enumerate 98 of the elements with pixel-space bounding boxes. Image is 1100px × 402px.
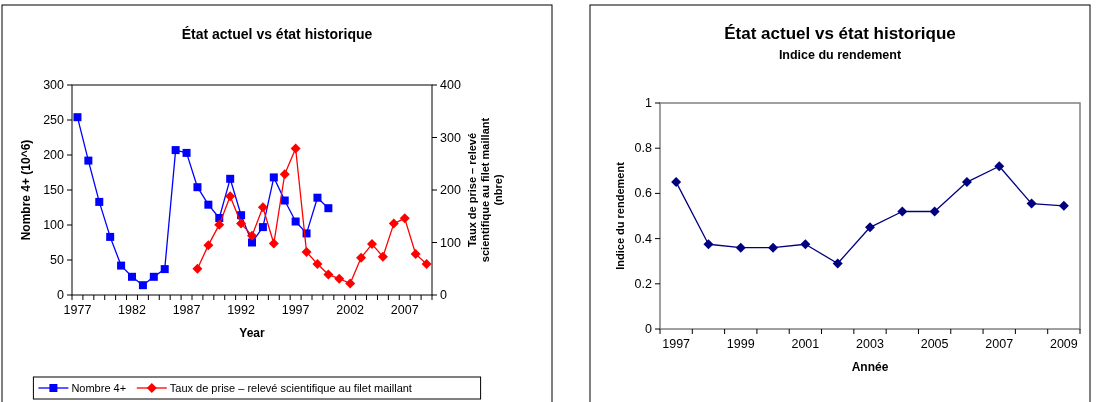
y-tick-label: 0.2	[634, 276, 653, 291]
point	[106, 232, 115, 241]
x-tick-label: 2009	[1049, 337, 1078, 351]
point	[994, 161, 1005, 172]
x-tick-label: 1997	[281, 303, 310, 317]
point	[225, 191, 236, 202]
x-axis-title: Année	[851, 360, 889, 374]
point	[421, 259, 432, 270]
point	[128, 272, 136, 281]
y2-axis-title: Taux de prise – relevé scientifique au filet maillant (nbre)	[466, 117, 504, 263]
x-tick-label: 1992	[227, 303, 256, 317]
point	[399, 213, 410, 224]
x-tick-label: 1997	[662, 337, 691, 351]
point	[800, 239, 811, 250]
y-tick-label: 0.8	[634, 141, 653, 156]
point	[269, 173, 278, 182]
y-tick-label: 0.6	[634, 186, 653, 201]
point	[865, 222, 875, 233]
point	[193, 183, 202, 192]
point	[1026, 198, 1037, 209]
point	[768, 242, 779, 253]
y-tick-label: 100	[43, 218, 65, 232]
point	[323, 269, 334, 280]
point	[313, 193, 322, 202]
chart-subtitle: Indice du rendement	[778, 48, 902, 62]
y-axis-title: Nombre 4+ (10^6)	[19, 139, 33, 241]
x-tick-label: 2001	[791, 337, 820, 351]
y-tick-label: 1	[645, 96, 653, 110]
point	[171, 146, 180, 155]
point	[312, 259, 323, 270]
point	[203, 240, 214, 251]
y2-tick-label: 300	[440, 130, 461, 145]
point	[84, 156, 93, 165]
point	[279, 169, 290, 180]
x-tick-label: 2007	[390, 303, 419, 317]
point	[117, 261, 126, 270]
x-tick-label: 2007	[985, 337, 1014, 351]
y-tick-label: 0	[57, 288, 65, 302]
point	[160, 265, 169, 274]
chart-title: État actuel vs état historique	[181, 26, 373, 42]
legend-label: Taux de prise – relevé scientifique au filet maillant	[169, 382, 412, 394]
point	[324, 204, 333, 213]
x-tick-label: 2003	[856, 337, 884, 351]
point	[138, 281, 147, 290]
point	[214, 219, 225, 230]
x-tick-label: 1999	[726, 337, 755, 351]
x-tick-label: 1977	[63, 303, 92, 317]
y2-tick-label: 400	[440, 78, 461, 92]
y2-tick-label: 100	[440, 235, 461, 250]
x-axis-title: Year	[239, 326, 266, 340]
y-tick-label: 0.4	[634, 231, 653, 246]
y2-tick-label: 200	[440, 183, 461, 197]
x-tick-label: 2002	[336, 303, 365, 317]
x-tick-label: 1982	[118, 303, 146, 317]
point	[961, 177, 972, 188]
point	[204, 200, 213, 209]
point	[334, 273, 345, 284]
point	[247, 230, 257, 241]
point	[182, 148, 191, 157]
y-tick-label: 300	[43, 78, 65, 92]
point	[149, 272, 158, 281]
point	[1058, 200, 1069, 211]
point	[735, 242, 746, 253]
point	[703, 239, 714, 250]
point	[280, 196, 289, 205]
y-tick-label: 150	[43, 183, 65, 197]
y-tick-label: 50	[50, 253, 65, 267]
point	[388, 218, 399, 229]
point	[268, 238, 279, 249]
point	[192, 263, 203, 274]
point	[377, 251, 388, 262]
point	[257, 202, 268, 213]
point	[367, 239, 377, 250]
point	[226, 174, 235, 183]
point	[301, 246, 312, 257]
point	[291, 217, 300, 226]
point	[410, 249, 421, 260]
point	[929, 206, 940, 217]
y-tick-label: 200	[43, 148, 65, 162]
y-tick-label: 0	[645, 322, 653, 336]
point	[73, 113, 82, 122]
x-tick-label: 2005	[920, 337, 949, 351]
point	[290, 143, 301, 154]
legend-label: Nombre 4+	[71, 382, 127, 394]
point	[236, 218, 247, 229]
point	[671, 177, 682, 188]
point	[832, 258, 843, 269]
y-tick-label: 250	[43, 113, 65, 127]
x-tick-label: 1987	[172, 303, 201, 317]
chart-title: État actuel vs état historique	[724, 24, 956, 43]
point	[248, 238, 256, 247]
point	[356, 252, 367, 263]
point	[95, 197, 104, 206]
y-axis-title: Indice du rendement	[614, 161, 626, 270]
y2-tick-label: 0	[440, 288, 447, 302]
point	[345, 278, 356, 289]
point	[258, 223, 267, 232]
point	[897, 206, 908, 217]
